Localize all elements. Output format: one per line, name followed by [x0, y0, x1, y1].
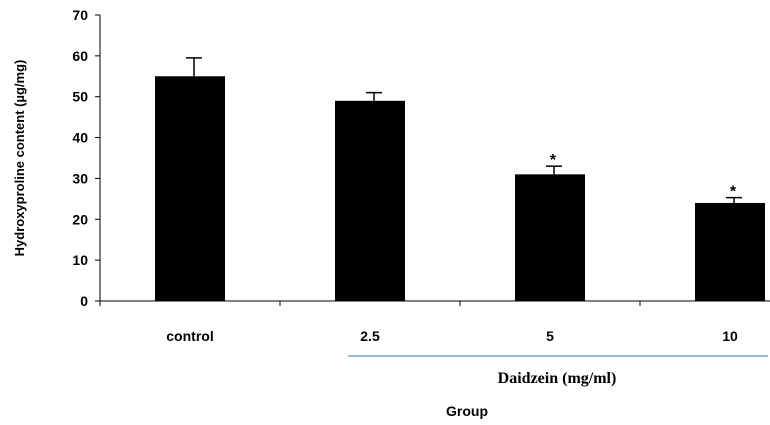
- y-tick-label: 70: [72, 7, 88, 23]
- bar-2.5: [335, 100, 405, 301]
- bar-5: [515, 174, 585, 301]
- x-tick-label-10: 10: [722, 328, 738, 344]
- daidzein-group-label: Daidzein (mg/ml): [498, 370, 617, 387]
- x-tick-label-control: control: [166, 328, 213, 344]
- y-tick-label: 60: [72, 48, 88, 64]
- x-tick-labels: control 2.5 5 10: [99, 301, 738, 344]
- y-axis-label: Hydroxyproline content (µg/mg): [12, 60, 27, 257]
- significance-markers: **: [550, 152, 737, 200]
- y-tick-label: 20: [72, 211, 88, 227]
- y-ticks: 0 10 20 30 40 50 60 70: [72, 7, 100, 309]
- y-tick-label: 0: [80, 293, 88, 309]
- y-tick-label: 40: [72, 130, 88, 146]
- significance-star-5: *: [550, 152, 557, 169]
- y-tick-label: 30: [72, 170, 88, 186]
- significance-star-10: *: [730, 184, 737, 201]
- y-tick-label: 10: [72, 252, 88, 268]
- bars: [155, 76, 765, 302]
- bar-control: [155, 76, 225, 302]
- x-tick-label-2.5: 2.5: [360, 328, 380, 344]
- error-bars: [186, 57, 742, 203]
- bar-10: [695, 202, 765, 301]
- x-tick-label-5: 5: [546, 328, 554, 344]
- x-axis-label: Group: [446, 403, 488, 419]
- y-tick-label: 50: [72, 89, 88, 105]
